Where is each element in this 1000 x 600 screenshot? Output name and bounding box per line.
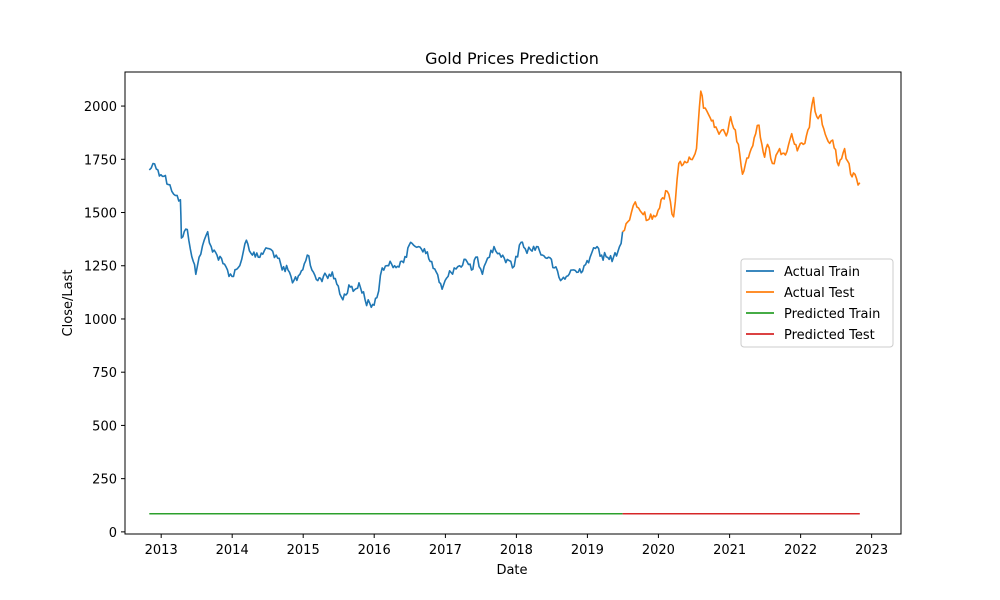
y-tick-label-1750: 1750	[84, 153, 117, 168]
y-tick-label-250: 250	[92, 473, 117, 488]
x-tick-label-2021: 2021	[713, 543, 746, 558]
legend-label-actual-train: Actual Train	[784, 265, 860, 280]
y-tick-label-0: 0	[109, 526, 117, 541]
x-tick-label-2022: 2022	[784, 543, 817, 558]
y-axis-title: Close/Last	[61, 270, 76, 337]
plot-frame	[124, 71, 902, 535]
x-tick-label-2014: 2014	[216, 543, 249, 558]
x-axis-title: Date	[496, 563, 527, 578]
series-line-actual-test	[622, 90, 861, 233]
legend: Actual Train Actual Test Predicted Train Pr…	[740, 258, 894, 348]
x-tick-label-2017: 2017	[429, 543, 462, 558]
x-tick-label-2013: 2013	[145, 543, 178, 558]
y-tick-label-1250: 1250	[84, 260, 117, 275]
x-tick-label-2023: 2023	[855, 543, 888, 558]
series-line-actual-train	[148, 162, 624, 309]
y-tick-label-2000: 2000	[84, 100, 117, 115]
series-layer	[148, 90, 861, 515]
legend-label-predicted-test: Predicted Test	[784, 328, 875, 343]
x-tick-label-2020: 2020	[642, 543, 675, 558]
x-tick-label-2018: 2018	[500, 543, 533, 558]
y-tick-label-1000: 1000	[84, 313, 117, 328]
y-tick-label-500: 500	[92, 419, 117, 434]
legend-box	[740, 258, 894, 348]
legend-label-actual-test: Actual Test	[784, 286, 854, 301]
x-tick-label-2016: 2016	[358, 543, 391, 558]
y-tick-label-1500: 1500	[84, 207, 117, 222]
legend-label-predicted-train: Predicted Train	[784, 307, 880, 322]
y-tick-label-750: 750	[92, 366, 117, 381]
x-tick-label-2015: 2015	[287, 543, 320, 558]
y-axis: 0 250 500 750 1000 1250 1500 1750 2000	[84, 100, 125, 541]
chart-title: Gold Prices Prediction	[425, 49, 599, 68]
x-tick-label-2019: 2019	[571, 543, 604, 558]
x-axis: 2013 2014 2015 2016 2017 2018 2019 2020 2021 2022…	[145, 534, 888, 558]
